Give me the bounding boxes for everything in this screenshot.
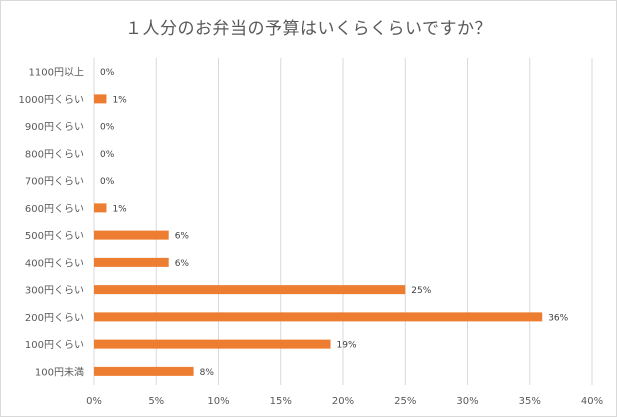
category-label: 800円くらい [25,148,84,160]
category-label: 600円くらい [25,203,84,215]
x-tick-label: 25% [394,396,416,407]
data-label: 0% [100,177,115,187]
data-label: 1% [112,204,127,214]
value-labels: 0% 1% 0% 0% 0% 1% 6% 6% 25% 36% 19% 8% [100,68,569,378]
x-tick-label: 0% [86,396,102,407]
data-label: 25% [411,286,431,296]
data-label: 36% [548,313,568,323]
category-label: 100円くらい [25,339,84,351]
x-tick-label: 10% [207,396,229,407]
data-label: 1% [112,95,127,105]
data-label: 19% [337,341,357,351]
chart-title: １人分のお弁当の予算はいくらくらいですか？ [125,19,492,39]
category-labels: 1100円以上 1000円くらい 900円くらい 800円くらい 700円くらい 600円… [19,67,84,379]
category-label: 700円くらい [25,176,84,188]
gridlines [93,58,593,385]
category-label: 300円くらい [25,285,84,297]
data-label: 6% [175,232,190,242]
category-label: 100円未満 [35,366,84,378]
category-label: 900円くらい [25,121,84,133]
data-label: 0% [100,150,115,160]
category-label: 500円くらい [25,230,84,242]
bar [94,339,331,349]
data-label: 8% [200,368,215,378]
data-label: 0% [100,123,115,133]
x-tick-label: 30% [456,396,478,407]
bars [94,94,543,376]
x-tick-label: 40% [581,396,603,407]
category-label: 1000円くらい [19,94,84,106]
bar [94,257,169,267]
data-label: 0% [100,68,115,78]
bar [94,312,543,322]
bar [94,366,194,376]
bar [94,285,406,295]
data-label: 6% [175,259,190,269]
bar [94,94,107,104]
category-label: 1100円以上 [29,67,84,79]
bar [94,230,169,240]
category-label: 400円くらい [25,257,84,269]
x-tick-label: 5% [148,396,164,407]
category-label: 200円くらい [25,312,84,324]
x-tick-labels: 0% 5% 10% 15% 20% 25% 30% 35% 40% [86,396,603,407]
x-tick-label: 35% [519,396,541,407]
bar [94,203,107,213]
x-tick-label: 15% [270,396,292,407]
x-tick-label: 20% [332,396,354,407]
